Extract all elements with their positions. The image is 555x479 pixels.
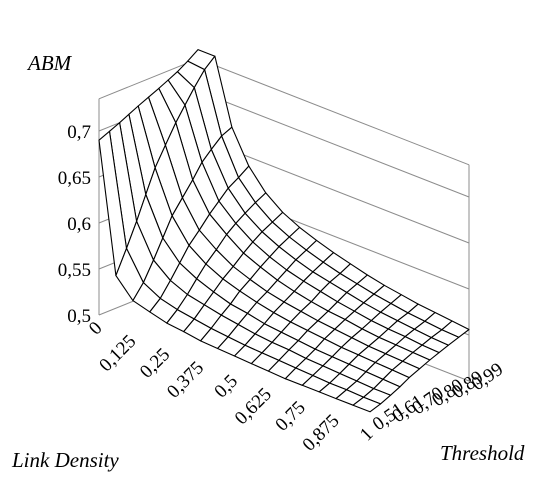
x-tick-label: 0,625: [231, 384, 276, 429]
x-tick-label: 0,125: [95, 331, 140, 376]
x-tick-label: 0,75: [271, 397, 309, 435]
x-tick-label: 0,375: [163, 357, 208, 402]
z-tick-label: 0,5: [67, 306, 91, 327]
z-tick-label: 0,55: [58, 260, 91, 281]
x-tick-label: 0,875: [299, 410, 344, 455]
x-tick-label: 0: [85, 318, 107, 340]
z-axis-title: ABM: [26, 51, 73, 75]
y-axis-title: Threshold: [440, 441, 525, 465]
surface-cell: [352, 396, 382, 413]
x-tick-label: 0,5: [210, 371, 242, 403]
z-tick-label: 0,6: [67, 214, 91, 235]
z-tick-label: 0,7: [67, 122, 91, 143]
z-tick-label: 0,65: [58, 168, 91, 189]
x-axis-title: Link Density: [11, 448, 119, 472]
surface-mesh: [98, 49, 470, 413]
x-tick-label: 0,25: [136, 344, 174, 382]
